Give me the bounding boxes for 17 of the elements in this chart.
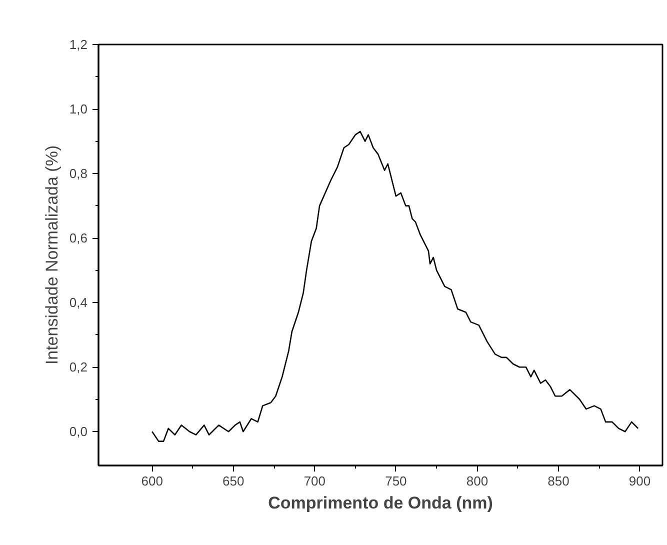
x-tick-label: 900 bbox=[628, 474, 651, 488]
x-tick-label: 650 bbox=[222, 474, 244, 488]
x-tick-label: 800 bbox=[466, 474, 488, 488]
y-tick-label: 1,2 bbox=[69, 37, 88, 52]
x-tick-label: 750 bbox=[385, 474, 407, 488]
line-series bbox=[151, 130, 639, 442]
y-tick-label: 0,0 bbox=[69, 424, 88, 440]
x-tick-label: 600 bbox=[141, 474, 163, 488]
y-tick-label: 0,2 bbox=[69, 360, 88, 375]
y-tick-label: 0,8 bbox=[69, 166, 88, 182]
x-tick-label: 850 bbox=[548, 474, 570, 488]
y-tick-label: 1,0 bbox=[69, 102, 88, 117]
x-axis-title: Comprimento de Onda (nm) bbox=[268, 494, 493, 512]
y-axis-title: Intensidade Normalizada (%) bbox=[42, 145, 62, 365]
x-tick-label: 700 bbox=[304, 474, 326, 488]
y-tick-label: 0,6 bbox=[69, 230, 88, 246]
y-tick-label: 0,4 bbox=[69, 295, 88, 310]
